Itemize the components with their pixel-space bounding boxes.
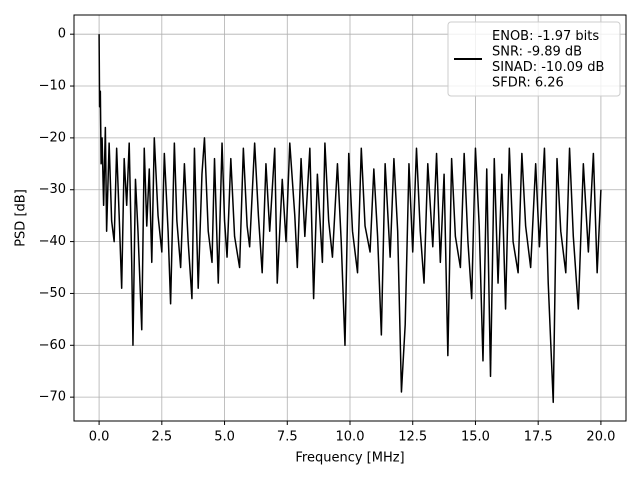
legend-label: ENOB: -1.97 bits SNR: -9.89 dB SINAD: -10.… xyxy=(492,28,604,90)
legend: ENOB: -1.97 bits SNR: -9.89 dB SINAD: -10.… xyxy=(447,21,621,97)
y-tick-label: −50 xyxy=(39,286,66,301)
y-tick-label: −70 xyxy=(39,390,66,405)
x-tick-label: 5.0 xyxy=(214,430,235,445)
x-tick-label: 12.5 xyxy=(398,430,427,445)
plot-frame xyxy=(73,14,627,422)
y-axis-label: PSD [dB] xyxy=(14,189,29,247)
x-tick-label: 2.5 xyxy=(151,430,172,445)
y-tick-label: −10 xyxy=(39,79,66,94)
y-tick-label: −60 xyxy=(39,338,66,353)
x-tick-label: 0.0 xyxy=(89,430,110,445)
y-tick-label: −30 xyxy=(39,182,66,197)
x-tick-label: 15.0 xyxy=(461,430,490,445)
y-tick-label: −40 xyxy=(39,234,66,249)
x-axis-label: Frequency [MHz] xyxy=(295,451,404,466)
series-line xyxy=(98,34,602,404)
y-tick-label: 0 xyxy=(58,27,66,42)
legend-box xyxy=(447,21,621,97)
y-tick-label: −20 xyxy=(39,130,66,145)
x-tick-label: 20.0 xyxy=(586,430,615,445)
x-tick-label: 10.0 xyxy=(336,430,365,445)
x-tick-label: 7.5 xyxy=(277,430,298,445)
x-tick-label: 17.5 xyxy=(524,430,553,445)
